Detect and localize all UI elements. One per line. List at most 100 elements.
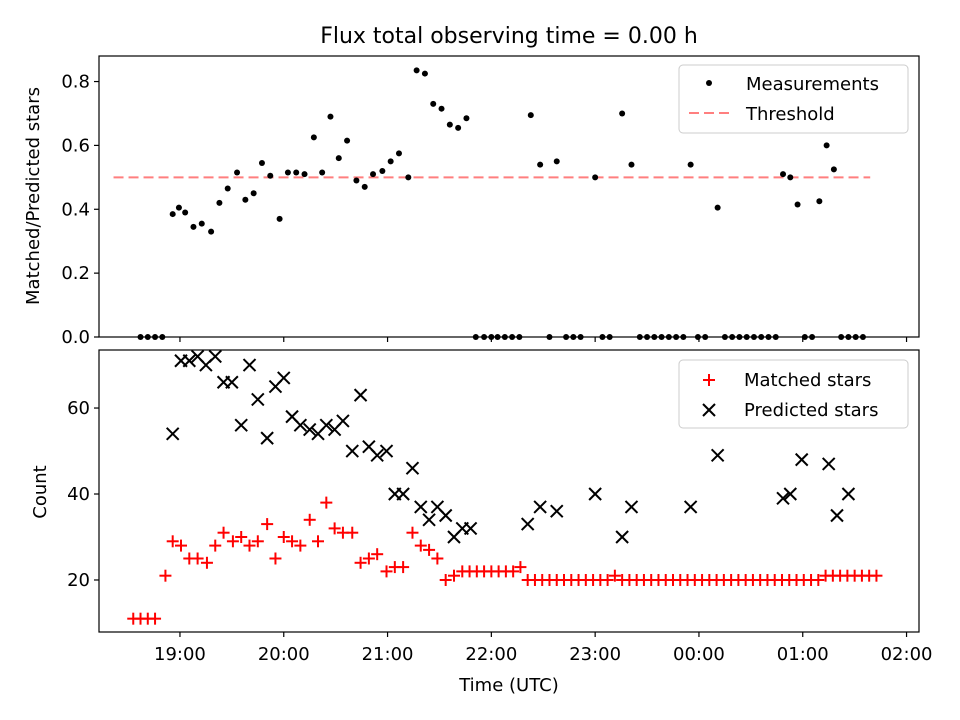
measurement-point xyxy=(327,113,334,120)
predicted-star-point xyxy=(319,418,334,432)
measurement-point xyxy=(816,198,823,205)
matched-star-point xyxy=(414,539,427,552)
measurement-point xyxy=(537,161,544,168)
predicted-star-point xyxy=(414,500,428,514)
matched-star-point xyxy=(191,552,204,565)
measurement-point xyxy=(619,110,626,117)
predicted-star-point xyxy=(520,517,535,531)
matched-star-point xyxy=(431,552,444,565)
legend-measurements-marker xyxy=(706,80,712,86)
x-tick-label: 21:00 xyxy=(362,644,414,665)
measurement-point xyxy=(421,70,428,77)
matched-star-point xyxy=(261,518,274,531)
matched-star-point xyxy=(209,539,222,552)
ratio-panel: 0.00.20.40.60.8 Matched/Predicted stars … xyxy=(23,55,920,348)
measurement-point xyxy=(413,67,420,74)
predicted-star-point xyxy=(830,508,844,523)
measurement-point xyxy=(208,228,215,235)
matched-star-point xyxy=(320,496,333,509)
predicted-star-point xyxy=(182,354,197,368)
legend-matched-label: Matched stars xyxy=(744,370,871,391)
predicted-star-point xyxy=(260,431,274,445)
matched-star-point xyxy=(507,565,520,578)
predicted-star-point xyxy=(208,349,222,364)
measurement-point xyxy=(379,167,386,174)
measurement-point xyxy=(344,137,351,144)
predicted-star-point xyxy=(336,414,350,428)
matched-star-point xyxy=(277,530,290,543)
count-y-tick-label: 60 xyxy=(67,398,90,419)
predicted-star-point xyxy=(795,452,809,467)
measurement-point xyxy=(353,177,360,184)
predicted-star-point xyxy=(841,487,856,501)
matched-star-point xyxy=(200,556,213,569)
x-tick-label: 22:00 xyxy=(465,644,517,665)
x-tick-label: 20:00 xyxy=(258,644,310,665)
measurement-point xyxy=(455,124,462,131)
predicted-star-point xyxy=(165,427,180,441)
legend-matched-marker xyxy=(703,374,715,386)
legend-measurements-label: Measurements xyxy=(746,74,879,95)
count-legend: Matched stars Predicted stars xyxy=(678,359,909,429)
predicted-star-point xyxy=(463,521,478,536)
measurement-point xyxy=(301,171,308,178)
measurement-point xyxy=(714,204,721,211)
predicted-star-point xyxy=(353,388,368,402)
measurement-point xyxy=(463,115,470,122)
measurement-point xyxy=(310,134,317,141)
matched-star-point xyxy=(354,556,367,569)
count-axis-ticks: 19:00 20:00 21:00 22:00 23:00 00:00 01:00 02:00… xyxy=(67,398,932,665)
matched-star-point xyxy=(159,569,172,582)
predicted-star-point xyxy=(821,457,836,471)
ratio-y-tick-label: 0.4 xyxy=(61,199,90,220)
predicted-star-point xyxy=(438,508,453,523)
ratio-axis-ticks: 0.0 0.2 0.4 0.6 0.8 xyxy=(61,72,908,348)
matched-star-point xyxy=(175,539,187,552)
x-tick-label: 23:00 xyxy=(569,644,621,665)
matched-star-point xyxy=(149,612,162,625)
count-points xyxy=(127,349,883,625)
matched-star-point xyxy=(397,561,410,574)
matched-star-point xyxy=(423,543,436,556)
predicted-star-point xyxy=(293,418,308,432)
matched-star-point xyxy=(294,539,307,552)
matched-star-point xyxy=(406,526,419,539)
predicted-star-point xyxy=(396,487,410,501)
measurement-point xyxy=(446,121,453,128)
matched-star-point xyxy=(447,569,460,582)
predicted-star-point xyxy=(550,504,564,518)
x-tick-label: 00:00 xyxy=(673,644,725,665)
matched-star-point xyxy=(346,526,359,539)
measurement-point xyxy=(276,215,283,222)
matched-star-point xyxy=(870,569,883,582)
measurement-point xyxy=(687,161,694,168)
measurement-point xyxy=(628,161,635,168)
predicted-star-point xyxy=(251,392,265,407)
measurement-point xyxy=(395,150,402,157)
measurement-points xyxy=(137,67,866,340)
measurement-point xyxy=(293,169,300,176)
measurement-point xyxy=(234,169,241,176)
matched-star-point xyxy=(235,530,248,543)
matched-star-point xyxy=(812,573,825,586)
measurement-point xyxy=(823,142,830,149)
measurement-point xyxy=(216,199,223,206)
matched-star-point xyxy=(251,535,264,548)
ratio-legend-box xyxy=(678,64,909,134)
predicted-star-point xyxy=(422,513,436,527)
measurement-point xyxy=(438,105,445,112)
measurement-point xyxy=(258,159,265,166)
matched-star-point xyxy=(286,535,299,548)
ratio-legend: Measurements Threshold xyxy=(678,64,909,134)
ratio-plot-frame xyxy=(98,55,920,338)
predicted-star-point xyxy=(683,500,698,514)
measurement-point xyxy=(387,158,394,165)
measurement-point xyxy=(830,166,837,173)
measurement-point xyxy=(175,204,182,211)
predicted-star-point xyxy=(277,371,291,385)
figure-title: Flux total observing time = 0.00 h xyxy=(320,24,698,49)
predicted-star-point xyxy=(242,358,257,372)
predicted-star-point xyxy=(783,487,797,501)
x-axis-label: Time (UTC) xyxy=(458,675,559,696)
